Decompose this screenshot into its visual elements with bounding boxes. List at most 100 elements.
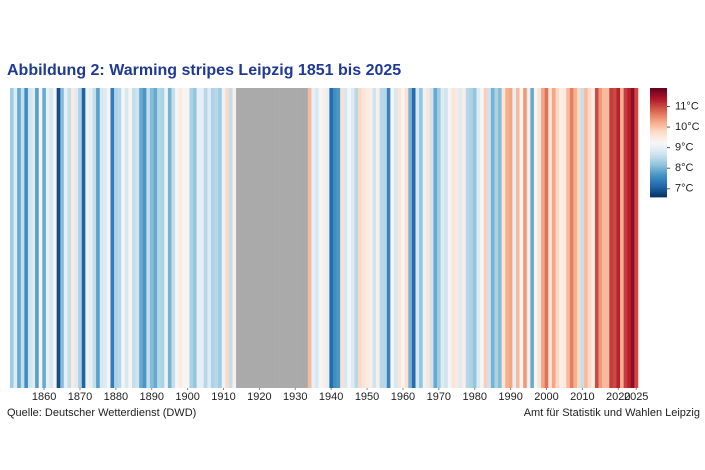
stripe xyxy=(17,88,22,388)
stripe xyxy=(264,88,269,388)
stripe xyxy=(239,88,244,388)
stripe xyxy=(623,88,628,388)
stripe xyxy=(103,88,108,388)
stripe xyxy=(508,88,513,388)
stripe xyxy=(343,88,348,388)
colorbar-segment xyxy=(650,164,667,167)
colorbar-segment xyxy=(650,191,667,194)
stripe xyxy=(85,88,90,388)
x-tick-label: 1980 xyxy=(462,391,486,403)
stripe xyxy=(13,88,18,388)
colorbar-segment xyxy=(650,88,667,91)
x-tick-label: 1950 xyxy=(355,391,379,403)
stripe xyxy=(221,88,226,388)
stripe xyxy=(587,88,592,388)
stripe xyxy=(135,88,140,388)
stripe xyxy=(634,88,639,388)
stripe xyxy=(573,88,578,388)
stripe xyxy=(210,88,215,388)
stripe xyxy=(139,88,144,388)
stripe xyxy=(404,88,409,388)
source: Quelle: Deutscher Wetterdienst (DWD) xyxy=(7,407,196,419)
x-tick-label: 1930 xyxy=(283,391,307,403)
stripe xyxy=(203,88,208,388)
stripe xyxy=(555,88,560,388)
stripe xyxy=(228,88,233,388)
colorbar-segment xyxy=(650,171,667,174)
stripe xyxy=(426,88,431,388)
credit: Amt für Statistik und Wahlen Leipzig xyxy=(524,407,700,419)
colorbar-segment xyxy=(650,140,667,143)
stripe xyxy=(110,88,115,388)
colorbar-segment xyxy=(650,186,667,189)
stripe xyxy=(121,88,126,388)
stripe xyxy=(490,88,495,388)
stripe xyxy=(537,88,542,388)
stripe xyxy=(487,88,492,388)
stripe xyxy=(167,88,172,388)
stripe xyxy=(71,88,75,388)
colorbar-segment xyxy=(650,184,667,187)
stripe xyxy=(307,88,312,388)
colorbar-segment xyxy=(650,144,667,147)
stripe xyxy=(454,88,459,388)
colorbar-segment xyxy=(650,97,667,100)
stripe xyxy=(630,88,635,388)
colorbar-segment xyxy=(650,117,667,120)
stripe xyxy=(533,88,538,388)
stripe xyxy=(189,88,194,388)
stripe xyxy=(117,88,122,388)
stripe xyxy=(35,88,40,388)
colorbar-segment xyxy=(650,115,667,118)
stripe xyxy=(411,88,416,388)
stripe xyxy=(56,88,61,388)
stripe xyxy=(293,88,298,388)
colorbar-segment xyxy=(650,182,667,185)
colorbar-segment xyxy=(650,95,667,98)
stripe xyxy=(393,88,398,388)
stripe xyxy=(523,88,528,388)
stripe xyxy=(386,88,391,388)
colorbar-segment xyxy=(650,109,667,113)
stripe xyxy=(415,88,420,388)
stripe xyxy=(200,88,205,388)
stripe xyxy=(214,88,219,388)
stripe xyxy=(422,88,427,388)
colorbar-segment xyxy=(650,175,667,178)
stripe xyxy=(207,88,212,388)
stripe xyxy=(401,88,406,388)
stripe xyxy=(397,88,402,388)
stripe xyxy=(419,88,423,388)
stripe xyxy=(566,88,571,388)
colorbar-segment xyxy=(650,167,667,171)
stripe xyxy=(562,88,567,388)
colorbar-segment xyxy=(650,149,667,152)
stripe xyxy=(282,88,287,388)
colorbar-segment xyxy=(650,180,667,183)
stripe xyxy=(354,88,359,388)
stripe xyxy=(447,88,452,388)
stripe xyxy=(171,88,176,388)
stripe xyxy=(193,88,197,388)
stripe xyxy=(275,88,280,388)
stripe xyxy=(501,88,506,388)
stripe xyxy=(74,88,79,388)
colorbar-segment xyxy=(650,118,667,122)
stripe xyxy=(149,88,154,388)
stripe xyxy=(236,88,240,388)
x-tick-label: 1860 xyxy=(32,391,56,403)
stripe xyxy=(297,88,301,388)
x-tick-label: 1940 xyxy=(319,391,343,403)
colorbar-tick-label: 11°C xyxy=(675,100,699,112)
stripe xyxy=(124,88,129,388)
stripe xyxy=(569,88,574,388)
stripe xyxy=(88,88,93,388)
stripe xyxy=(160,88,165,388)
colorbar-segment xyxy=(650,98,667,102)
colorbar-segment xyxy=(650,147,667,151)
stripe xyxy=(376,88,380,388)
stripe xyxy=(365,88,370,388)
colorbar-segment xyxy=(650,187,667,191)
x-tick-label: 1880 xyxy=(104,391,128,403)
stripe xyxy=(153,88,158,388)
